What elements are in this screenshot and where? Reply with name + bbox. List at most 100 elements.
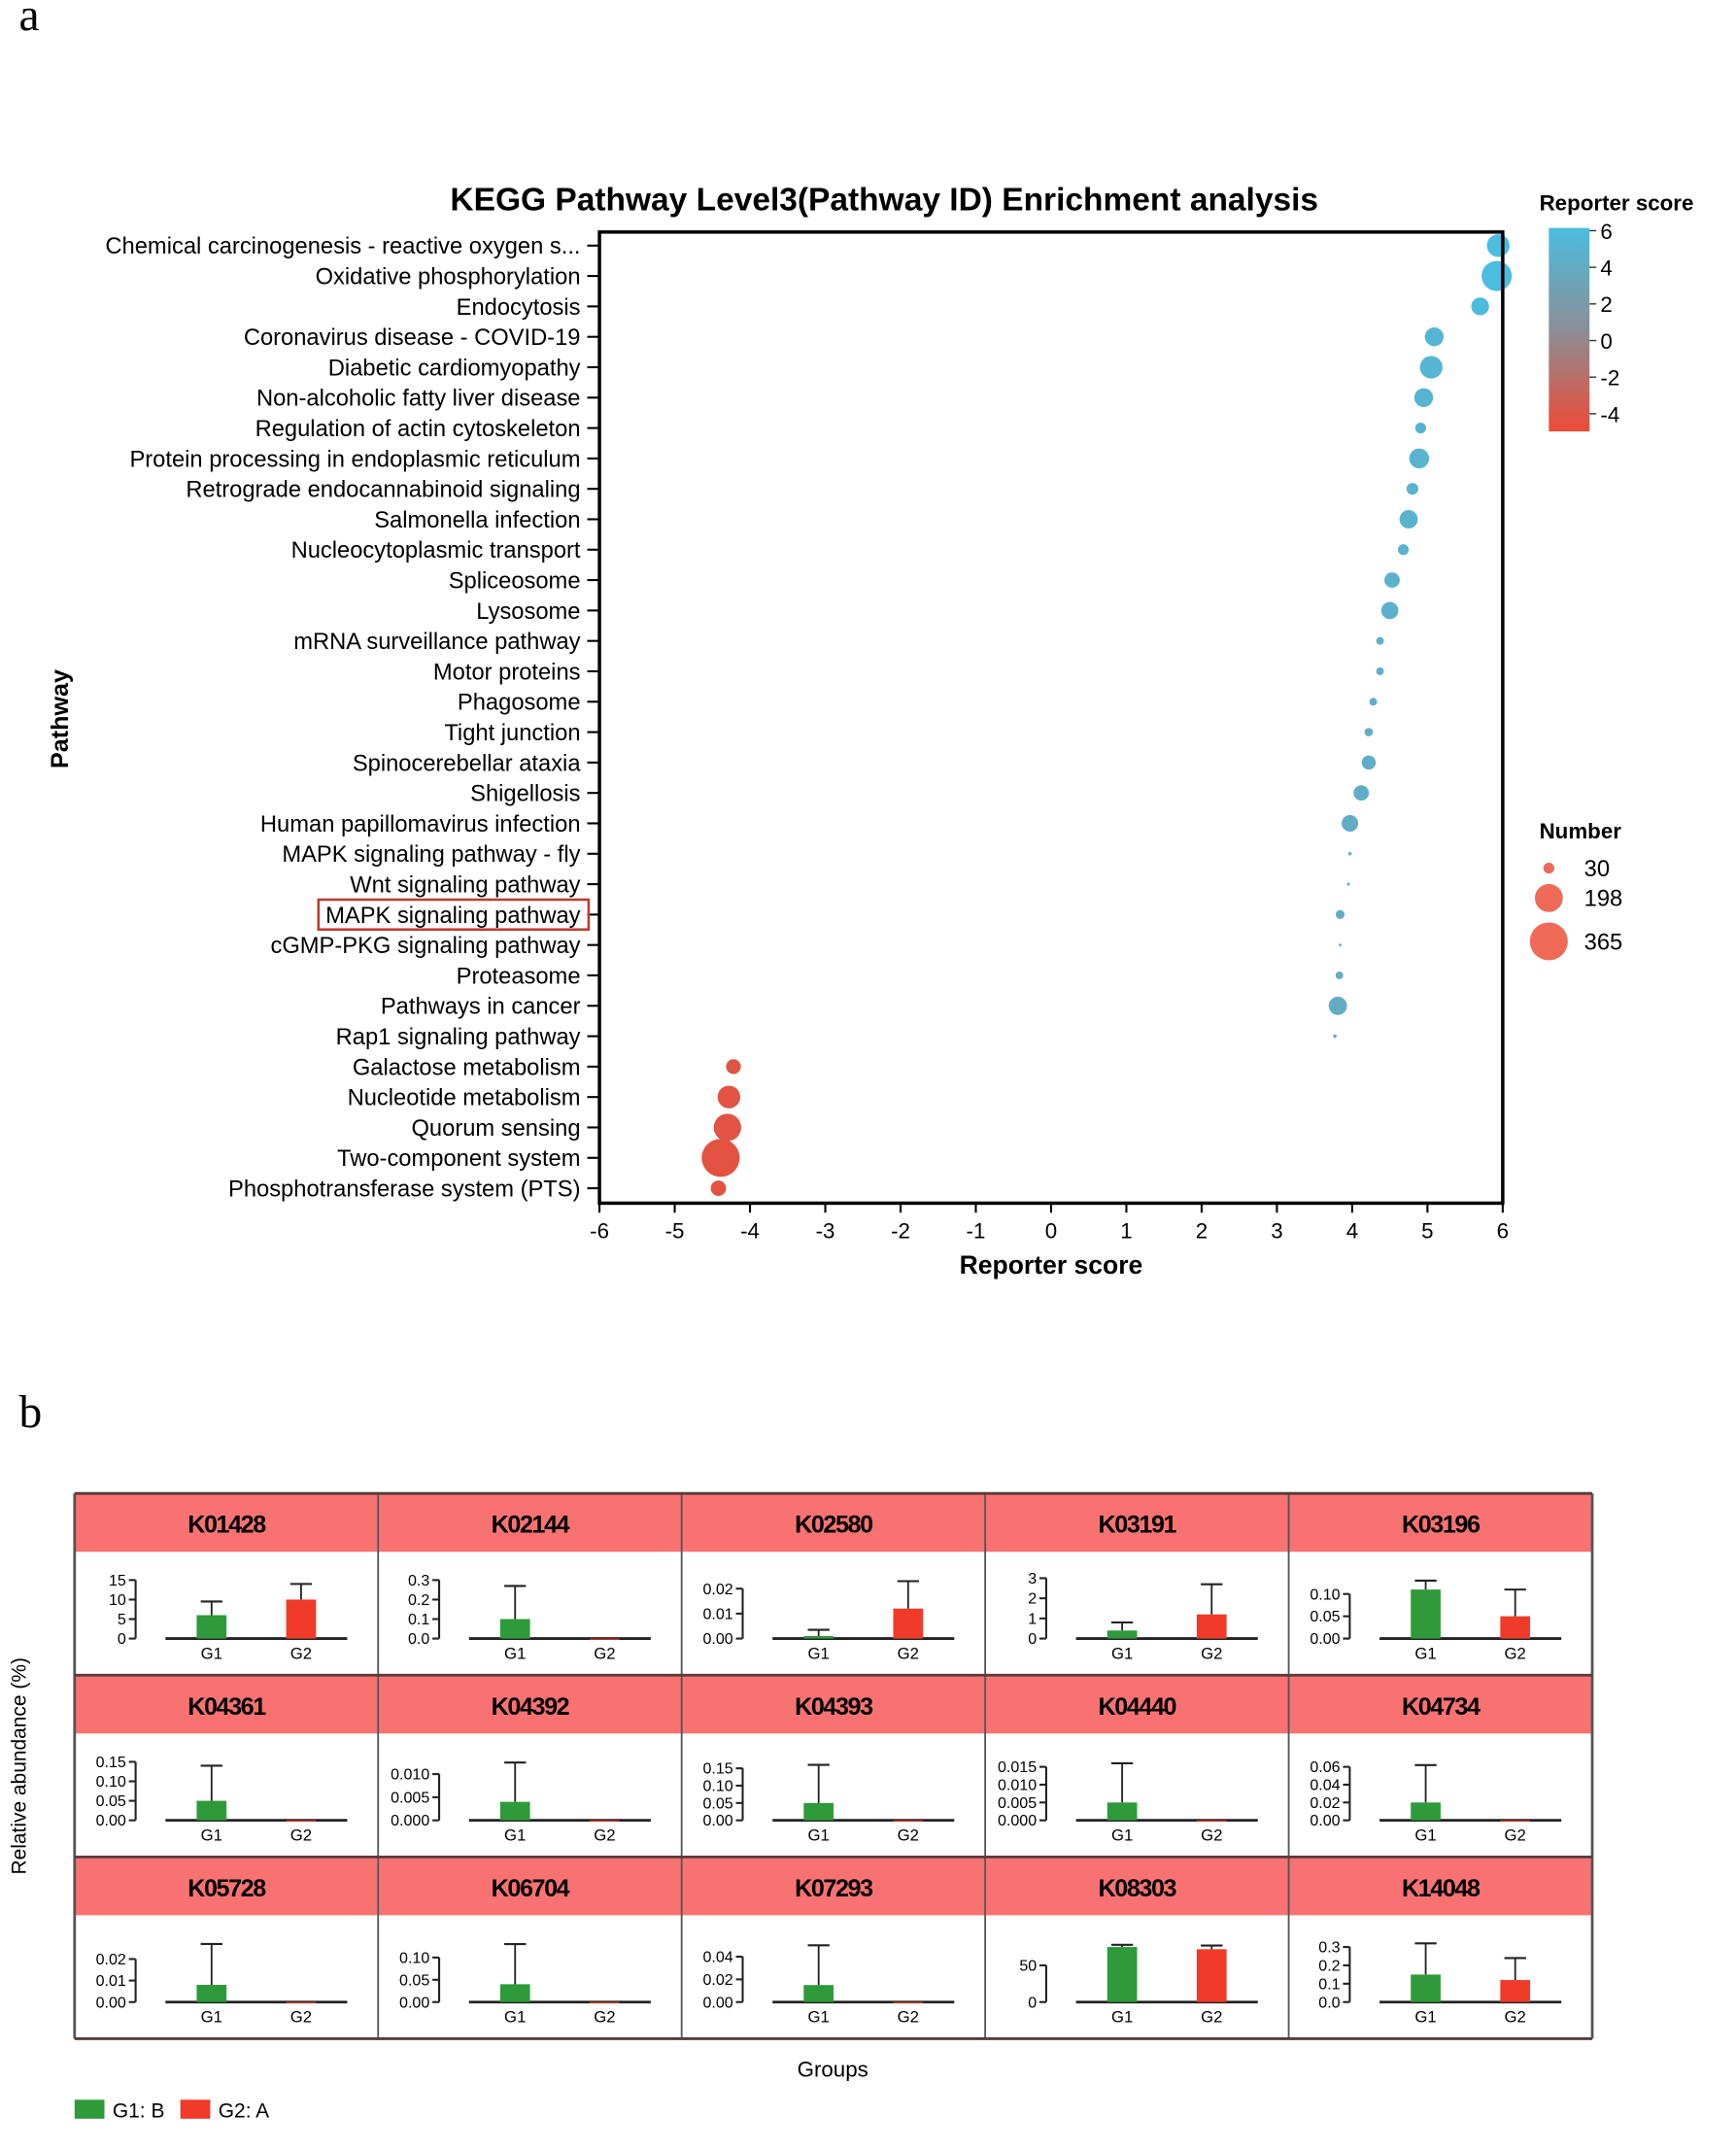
panel-header bbox=[378, 1675, 682, 1734]
y-tick-label: 0.000 bbox=[998, 1812, 1037, 1829]
y-tick-label: 1 bbox=[1028, 1610, 1037, 1627]
pathway-label: Salmonella infection bbox=[374, 508, 580, 533]
bar-g2 bbox=[1500, 1616, 1531, 1639]
legend-label: G1: B bbox=[113, 2099, 165, 2122]
bar-g2 bbox=[1500, 1980, 1531, 2002]
pathway-label: Galactose metabolism bbox=[353, 1055, 581, 1080]
panel-title: K04361 bbox=[187, 1693, 266, 1721]
bar-g2 bbox=[286, 1820, 317, 1822]
bar-g2 bbox=[1196, 1614, 1227, 1639]
x-tick-label: G1 bbox=[808, 2008, 830, 2027]
x-tick-label: G1 bbox=[1414, 1826, 1436, 1845]
y-tick-label: 0.3 bbox=[1318, 1939, 1340, 1957]
x-tick-label: G2 bbox=[1201, 2008, 1222, 2027]
bar-panel-K05728: K05728 0.00 0.01 0.02 G1 G2 bbox=[74, 1857, 379, 2027]
bar-panel-K06704: K06704 0.00 0.05 0.10 G1 G2 bbox=[378, 1857, 682, 2027]
x-tick-label: G2 bbox=[594, 1826, 615, 1845]
pathway-label: Phosphotransferase system (PTS) bbox=[228, 1177, 581, 1202]
y-tick-label: 0.00 bbox=[399, 1994, 429, 2011]
data-point bbox=[1335, 909, 1345, 919]
bar-g1 bbox=[499, 1801, 530, 1821]
pathway-label: Regulation of actin cytoskeleton bbox=[255, 417, 581, 442]
colorbar-tick-label: 2 bbox=[1600, 292, 1612, 317]
panel-header bbox=[681, 1675, 986, 1734]
size-legend: 30 198 365 bbox=[1529, 857, 1622, 961]
bar-panel-K04361: K04361 0.00 0.050.10 0.15 G1 G2 bbox=[74, 1675, 379, 1845]
x-tick-label: G2 bbox=[1201, 1826, 1222, 1845]
y-tick-label: 0.10 bbox=[399, 1949, 429, 1966]
colorbar-tick-label: 6 bbox=[1600, 220, 1612, 244]
pathway-label: mRNA surveillance pathway bbox=[293, 630, 580, 655]
y-tick-label: 5 bbox=[118, 1611, 126, 1628]
data-point bbox=[1364, 728, 1374, 736]
pathway-label: Nucleotide metabolism bbox=[348, 1086, 581, 1111]
y-tick-label: 0.06 bbox=[1310, 1758, 1340, 1776]
y-tick-label: 0.01 bbox=[702, 1605, 732, 1622]
pathway-label: Endocytosis bbox=[457, 295, 581, 321]
y-axis-title: Pathway bbox=[47, 669, 74, 768]
y-tick-label: 0.01 bbox=[96, 1972, 126, 1990]
y-tick-label: 3 bbox=[1028, 1570, 1037, 1587]
data-point bbox=[1406, 483, 1418, 495]
panel-title: K03191 bbox=[1099, 1512, 1177, 1539]
panel-title: K07293 bbox=[795, 1875, 873, 1902]
colorbar-tick-label: 4 bbox=[1600, 256, 1612, 281]
y-tick-label: 0.000 bbox=[391, 1812, 429, 1829]
data-point bbox=[1353, 785, 1370, 802]
data-point bbox=[1409, 448, 1430, 469]
x-tick-label: 5 bbox=[1421, 1219, 1433, 1244]
pathway-label: Phagosome bbox=[458, 691, 581, 716]
pathway-label: Pathways in cancer bbox=[381, 995, 581, 1020]
y-tick-label: 0 bbox=[1028, 1630, 1037, 1648]
plot-frame bbox=[597, 230, 1505, 1206]
data-point bbox=[1419, 356, 1443, 379]
x-tick-label: G2 bbox=[898, 1645, 919, 1663]
bar-x-axis-title: Groups bbox=[798, 2058, 868, 2082]
x-tick-label: G2 bbox=[898, 1826, 919, 1845]
pathway-label: Motor proteins bbox=[433, 660, 581, 685]
panel-header bbox=[1288, 1857, 1593, 1916]
y-tick-label: 50 bbox=[1019, 1958, 1037, 1975]
x-tick-label: 2 bbox=[1196, 1219, 1208, 1244]
x-tick-label: G1 bbox=[1111, 1645, 1133, 1663]
pathway-label: Oxidative phosphorylation bbox=[316, 264, 581, 290]
data-point bbox=[1380, 601, 1399, 620]
x-tick-label: G2 bbox=[290, 1826, 312, 1845]
data-point bbox=[1414, 422, 1427, 434]
x-tick-label: G1 bbox=[808, 1645, 830, 1663]
dot-plot: Chemical carcinogenesis - reactive oxyge… bbox=[105, 234, 1513, 1244]
colorbar-title: Reporter score bbox=[1540, 190, 1694, 215]
colorbar-tick-label: 0 bbox=[1600, 329, 1612, 354]
panel-header bbox=[74, 1857, 379, 1916]
bar-g1 bbox=[1411, 1589, 1441, 1639]
y-tick-label: 0.005 bbox=[998, 1794, 1037, 1812]
bar-g1 bbox=[1106, 1630, 1138, 1639]
y-tick-label: 0.010 bbox=[998, 1777, 1037, 1794]
y-tick-label: 0.00 bbox=[96, 1812, 126, 1829]
bar-g1 bbox=[196, 1615, 227, 1639]
bar-g1 bbox=[196, 1985, 227, 2002]
x-tick-label: G1 bbox=[201, 2008, 222, 2027]
data-point bbox=[1339, 943, 1342, 947]
y-tick-label: 0.05 bbox=[96, 1792, 126, 1810]
pathway-label: Shigellosis bbox=[470, 782, 580, 807]
pathway-label: Diabetic cardiomyopathy bbox=[328, 356, 581, 381]
bar-g2 bbox=[1196, 1820, 1227, 1822]
pathway-label: cGMP-PKG signaling pathway bbox=[270, 934, 580, 959]
bar-g2 bbox=[893, 1820, 924, 1822]
y-tick-label: 0.10 bbox=[96, 1773, 126, 1791]
data-point bbox=[713, 1113, 741, 1142]
bar-legend: G1: B G2: A bbox=[74, 2099, 269, 2122]
y-tick-label: 0.010 bbox=[391, 1766, 429, 1784]
x-tick-label: G1 bbox=[1111, 1826, 1133, 1845]
y-tick-label: 0.04 bbox=[1310, 1777, 1340, 1794]
y-tick-label: 0.00 bbox=[702, 1812, 732, 1829]
y-tick-label: 0 bbox=[1028, 1994, 1037, 2011]
x-tick-label: 0 bbox=[1045, 1219, 1057, 1244]
data-point bbox=[1413, 388, 1434, 407]
panel-title: K05728 bbox=[187, 1875, 266, 1902]
panel-title: K06704 bbox=[492, 1875, 570, 1902]
y-tick-label: 10 bbox=[109, 1591, 126, 1609]
panel-title: K04734 bbox=[1402, 1693, 1481, 1721]
